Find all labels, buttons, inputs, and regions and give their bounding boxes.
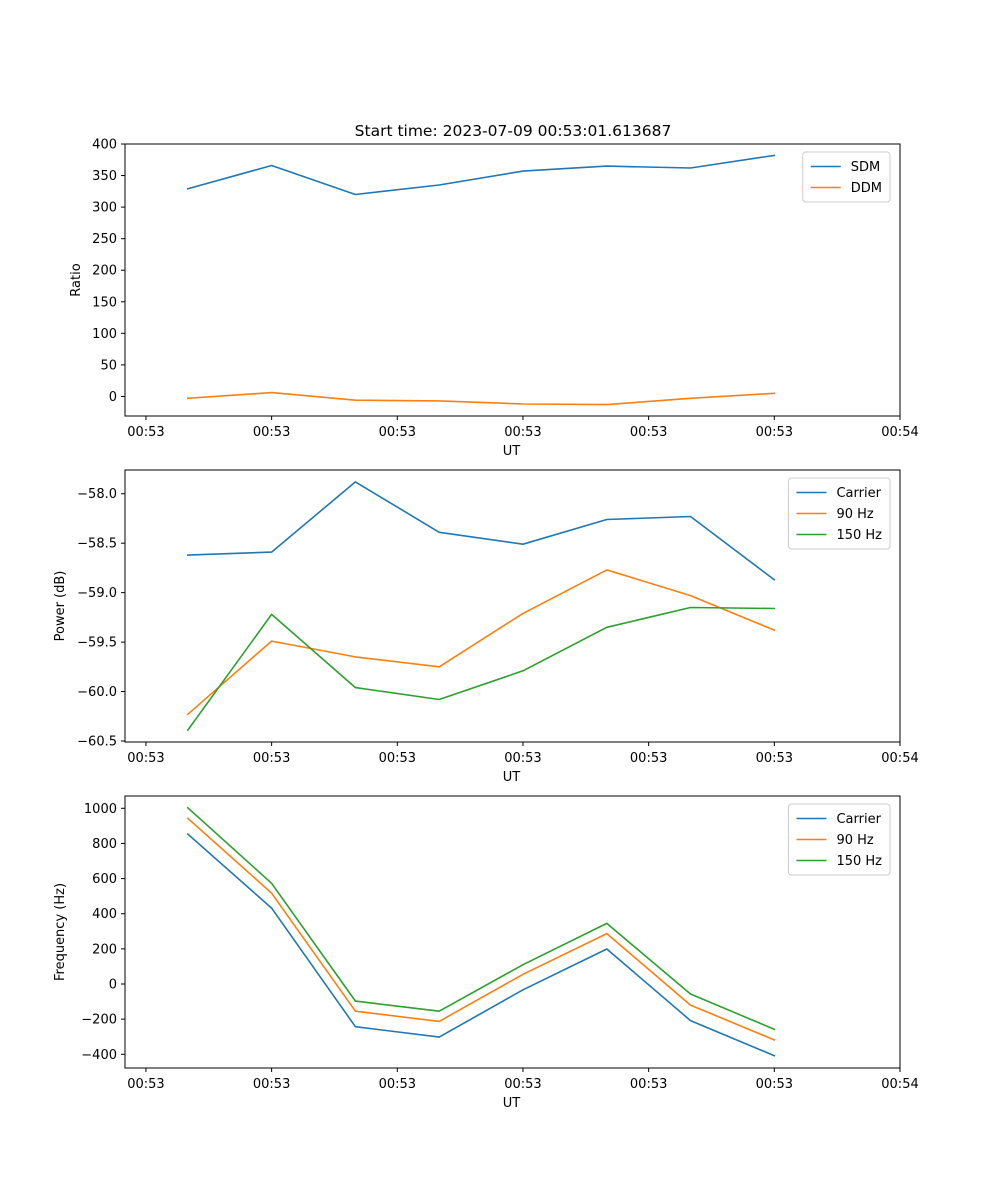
legend-label: DDM	[851, 181, 882, 196]
chart-panel-2: 00:53 00:53 00:53 00:53 00:53 00:53 00:54 −60.5…	[53, 469, 919, 785]
y-tick-label: 200	[92, 942, 117, 957]
legend-label: SDM	[851, 160, 880, 175]
x-tick-label: 00:53	[127, 425, 164, 440]
y-tick-label: −400	[81, 1048, 117, 1063]
chart-panel-3: 00:53 00:53 00:53 00:53 00:53 00:53 00:54 −400 −…	[53, 795, 919, 1111]
x-tick-label: 00:53	[504, 425, 541, 440]
x-tick-label: 00:53	[504, 751, 541, 766]
x-tick-label: 00:53	[127, 1077, 164, 1092]
y-tick-label: −60.5	[77, 735, 117, 750]
y-tick-label: 400	[92, 138, 117, 153]
legend-label: Carrier	[836, 812, 881, 827]
x-tick-label: 00:54	[881, 751, 918, 766]
y-tick-label: 400	[92, 907, 117, 922]
y-tick-label: 1000	[84, 802, 117, 817]
x-tick-label: 00:53	[127, 751, 164, 766]
series-line-90-hz	[186, 569, 776, 716]
y-tick-label: −58.0	[77, 487, 117, 502]
series-line-150-hz	[186, 806, 776, 1031]
y-tick-label: 150	[92, 295, 117, 310]
y-tick-label: 350	[92, 169, 117, 184]
y-tick-label: 100	[92, 327, 117, 342]
y-tick-label: −60.0	[77, 685, 117, 700]
series-line-carrier	[186, 481, 776, 581]
x-tick-label: 00:53	[379, 751, 416, 766]
x-axis-label: UT	[503, 770, 521, 785]
y-tick-label: 0	[109, 978, 117, 993]
series-line-carrier	[186, 832, 776, 1057]
legend-box	[787, 477, 891, 550]
y-tick-label: 50	[100, 358, 117, 373]
x-tick-label: 00:53	[630, 425, 667, 440]
y-tick-label: 200	[92, 264, 117, 279]
x-tick-label: 00:54	[881, 425, 918, 440]
x-tick-label: 00:53	[379, 1077, 416, 1092]
legend-label: 90 Hz	[836, 833, 873, 848]
y-axis-label: Ratio	[69, 263, 84, 296]
y-tick-label: −58.5	[77, 537, 117, 552]
legend-label: 150 Hz	[836, 528, 882, 543]
series-line-150-hz	[186, 606, 776, 732]
legend: SDM DDM	[802, 151, 891, 203]
y-tick-label: 250	[92, 232, 117, 247]
legend-box	[802, 151, 891, 203]
axes-frame	[124, 143, 901, 417]
x-tick-label: 00:53	[756, 751, 793, 766]
series-line-ddm	[186, 391, 776, 406]
x-tick-label: 00:53	[253, 1077, 290, 1092]
plots-container: 00:53 00:53 00:53 00:53 00:53 00:53 00:54 0 50 10…	[53, 138, 919, 1112]
legend: Carrier 90 Hz 150 Hz	[787, 477, 891, 550]
y-tick-label: 300	[92, 201, 117, 216]
legend-label: 90 Hz	[836, 507, 873, 522]
series-line-90-hz	[186, 817, 776, 1041]
x-tick-label: 00:53	[756, 1077, 793, 1092]
y-tick-label: −59.0	[77, 586, 117, 601]
y-tick-label: −200	[81, 1013, 117, 1028]
x-tick-label: 00:53	[504, 1077, 541, 1092]
y-tick-label: 0	[109, 390, 117, 405]
series-line-sdm	[186, 154, 776, 196]
x-tick-label: 00:53	[379, 425, 416, 440]
x-axis-label: UT	[503, 1096, 521, 1111]
chart-panel-1: 00:53 00:53 00:53 00:53 00:53 00:53 00:54 0 50 10…	[69, 138, 919, 460]
x-tick-label: 00:54	[881, 1077, 918, 1092]
legend-label: Carrier	[836, 486, 881, 501]
axes-frame	[124, 795, 901, 1069]
y-axis-label: Power (dB)	[53, 571, 68, 642]
x-tick-label: 00:53	[630, 751, 667, 766]
legend-label: 150 Hz	[836, 854, 882, 869]
x-tick-label: 00:53	[756, 425, 793, 440]
x-tick-label: 00:53	[253, 751, 290, 766]
legend: Carrier 90 Hz 150 Hz	[787, 803, 891, 876]
x-axis-label: UT	[503, 444, 521, 459]
figure-title: Start time: 2023-07-09 00:53:01.613687	[355, 122, 672, 140]
y-axis-label: Frequency (Hz)	[53, 883, 68, 981]
legend-box	[787, 803, 891, 876]
y-tick-label: 600	[92, 872, 117, 887]
axes-frame	[124, 469, 901, 743]
y-tick-label: 800	[92, 837, 117, 852]
x-tick-label: 00:53	[630, 1077, 667, 1092]
y-tick-label: −59.5	[77, 636, 117, 651]
x-tick-label: 00:53	[253, 425, 290, 440]
